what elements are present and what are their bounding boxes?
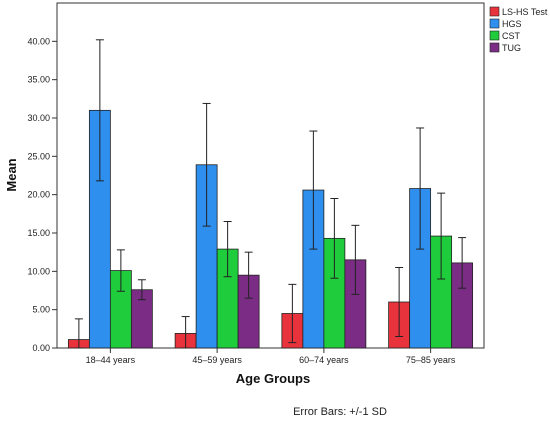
legend-label: CST xyxy=(502,31,521,41)
legend-label: LS-HS Test xyxy=(502,7,548,17)
y-tick-label: 40.00 xyxy=(27,36,50,46)
y-tick-label: 25.00 xyxy=(27,151,50,161)
y-tick-label: 10.00 xyxy=(27,266,50,276)
x-tick-label: 60–74 years xyxy=(299,355,349,365)
legend-swatch xyxy=(489,18,500,29)
legend-label: TUG xyxy=(502,43,521,53)
error-bar-footnote: Error Bars: +/-1 SD xyxy=(293,406,387,418)
legend: LS-HS Test HGS CST TUG xyxy=(489,6,548,53)
y-axis-title: Mean xyxy=(4,158,19,191)
y-tick-label: 0.00 xyxy=(32,343,50,353)
bar-series-group xyxy=(67,39,474,349)
x-tick-label: 45–59 years xyxy=(192,355,242,365)
legend-swatch xyxy=(489,30,500,41)
y-tick-label: 5.00 xyxy=(32,305,50,315)
legend-swatch xyxy=(489,6,500,17)
legend-swatch xyxy=(489,42,500,53)
x-axis-title: Age Groups xyxy=(236,371,310,386)
y-tick-label: 15.00 xyxy=(27,228,50,238)
y-axis: 0.00 5.00 10.00 15.00 20.00 25.00 30.00 35.00 40… xyxy=(27,36,57,353)
x-tick-label: 75–85 years xyxy=(406,355,456,365)
y-tick-label: 35.00 xyxy=(27,75,50,85)
y-tick-label: 20.00 xyxy=(27,190,50,200)
x-axis: 18–44 years 45–59 years 60–74 years 75–85 y… xyxy=(86,348,456,365)
y-tick-label: 30.00 xyxy=(27,113,50,123)
legend-label: HGS xyxy=(502,19,522,29)
x-tick-label: 18–44 years xyxy=(86,355,136,365)
